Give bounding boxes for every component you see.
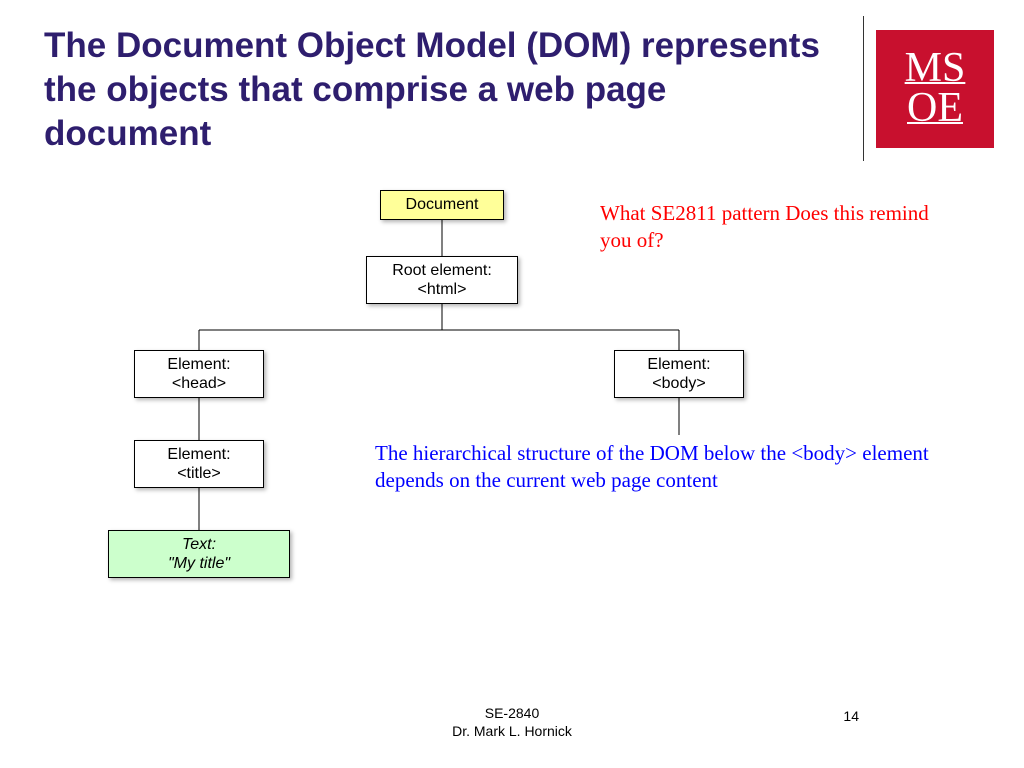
footer-course: SE-2840	[485, 705, 539, 721]
msoe-logo: MS OE	[876, 30, 994, 148]
red-callout: What SE2811 pattern Does this remind you…	[600, 200, 930, 255]
slide-title: The Document Object Model (DOM) represen…	[44, 24, 834, 155]
tree-node-title: Element: <title>	[134, 440, 264, 488]
tree-node-head: Element: <head>	[134, 350, 264, 398]
tree-node-text: Text: "My title"	[108, 530, 290, 578]
tree-node-doc: Document	[380, 190, 504, 220]
tree-node-html: Root element: <html>	[366, 256, 518, 304]
logo-divider	[863, 16, 864, 161]
page-number: 14	[843, 708, 859, 724]
logo-text: MS OE	[876, 49, 994, 129]
tree-node-body: Element: <body>	[614, 350, 744, 398]
blue-callout: The hierarchical structure of the DOM be…	[375, 440, 935, 495]
footer-author: Dr. Mark L. Hornick	[452, 723, 572, 739]
footer-center: SE-2840 Dr. Mark L. Hornick	[0, 704, 1024, 740]
